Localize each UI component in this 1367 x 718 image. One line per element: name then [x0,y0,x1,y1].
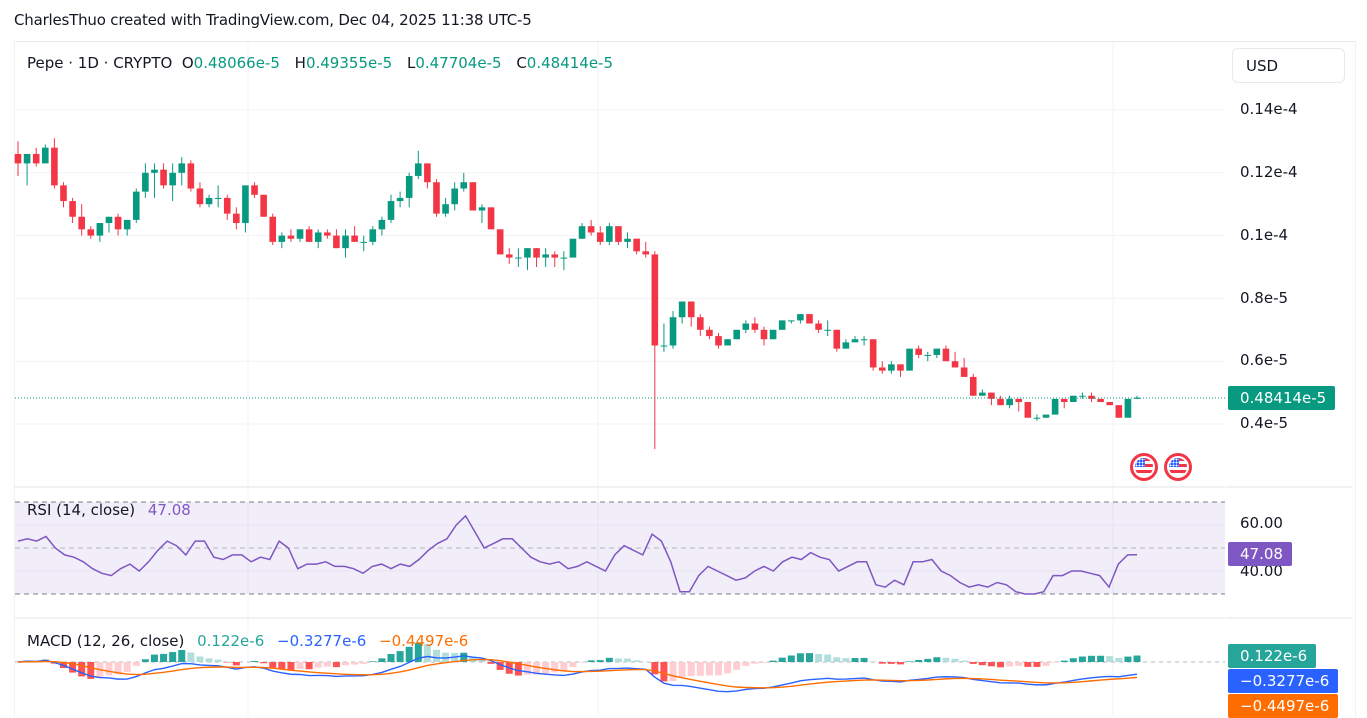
rsi-title: RSI (14, close) [27,501,135,519]
currency-button[interactable]: USD [1232,48,1345,83]
last-price-badge: 0.48414e-5 [1228,386,1335,410]
price-tick: 0.6e-5 [1240,351,1288,369]
price-tick: 0.12e-4 [1240,163,1298,181]
us-flag-event-icon[interactable] [1164,453,1192,481]
macd-legend: MACD (12, 26, close) 0.122e-6 −0.3277e-6… [27,632,476,650]
price-tick: 0.14e-4 [1240,100,1298,118]
macd-title: MACD (12, 26, close) [27,632,184,650]
us-flag-event-icon[interactable] [1130,453,1158,481]
macd-histogram-value: 0.122e-6 [197,632,264,650]
symbol-title: Pepe · 1D · CRYPTO [27,54,172,72]
macd-signal-badge: −0.4497e-6 [1228,694,1338,718]
price-tick: 0.1e-4 [1240,226,1288,244]
symbol-legend: Pepe · 1D · CRYPTO O0.48066e-5 H0.49355e… [27,54,623,72]
macd-histogram-badge: 0.122e-6 [1228,644,1316,668]
price-tick: 0.4e-5 [1240,414,1288,432]
macd-line-value: −0.3277e-6 [277,632,366,650]
price-tick: 0.8e-5 [1240,289,1288,307]
close-value: 0.48414e-5 [527,54,613,72]
macd-signal-value: −0.4497e-6 [379,632,468,650]
rsi-badge: 47.08 [1228,542,1292,566]
rsi-legend: RSI (14, close) 47.08 [27,501,199,519]
open-value: 0.48066e-5 [194,54,280,72]
low-value: 0.47704e-5 [415,54,501,72]
macd-line-badge: −0.3277e-6 [1228,669,1338,693]
high-value: 0.49355e-5 [306,54,392,72]
rsi-tick: 60.00 [1240,514,1283,532]
rsi-value: 47.08 [148,501,191,519]
